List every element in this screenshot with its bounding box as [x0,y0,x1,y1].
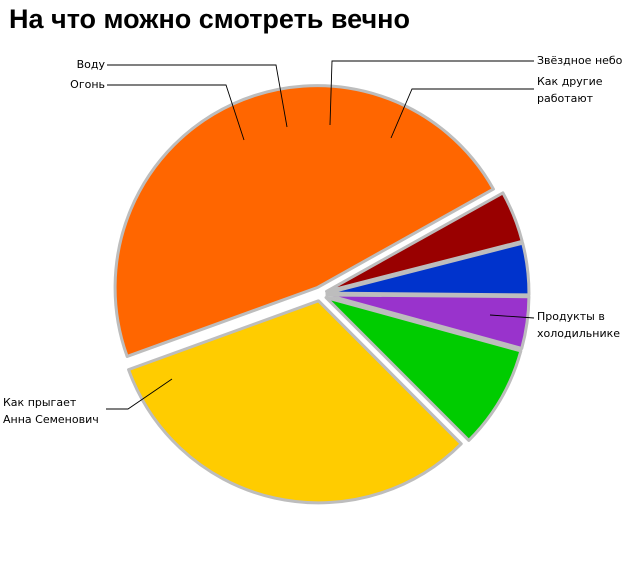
slice-label-line: Как прыгает [3,396,77,409]
label-leader-line [390,88,534,139]
pie-slice [325,241,531,297]
slice-label: Звёздное небо [537,54,623,67]
slice-label-line: Огонь [70,78,105,91]
pie-labels: Звёздное небо Как другие работают Продукты … [3,54,623,426]
slice-label-line: Продукты в [537,310,605,323]
slice-label: Как другие работают [537,75,603,105]
label-leader-line [329,60,534,126]
pie-slice [325,293,531,350]
label-leader-line [106,378,173,410]
pie-slice [324,296,523,442]
slice-label: Как прыгает Анна Семенович [3,396,99,426]
slice-label: Огонь [70,78,105,91]
slice-label: Воду [77,58,106,71]
slice-label-line: Звёздное небо [537,54,623,67]
slice-label-line: Как другие [537,75,603,88]
pie-slice [325,191,524,293]
slice-label-line: Воду [77,58,106,71]
label-leader-line [489,314,535,319]
slice-label-line: холодильнике [537,327,620,340]
slice-label: Продукты в холодильнике [537,310,620,340]
chart-title: На что можно смотреть вечно [9,4,410,34]
pie-slice [113,84,495,358]
slice-label-line: Анна Семенович [3,413,99,426]
pie-slice [127,299,463,505]
slice-label-line: работают [537,92,594,105]
label-leader-line [107,64,288,128]
label-leader-line [107,84,245,141]
pie-slices [113,84,531,505]
